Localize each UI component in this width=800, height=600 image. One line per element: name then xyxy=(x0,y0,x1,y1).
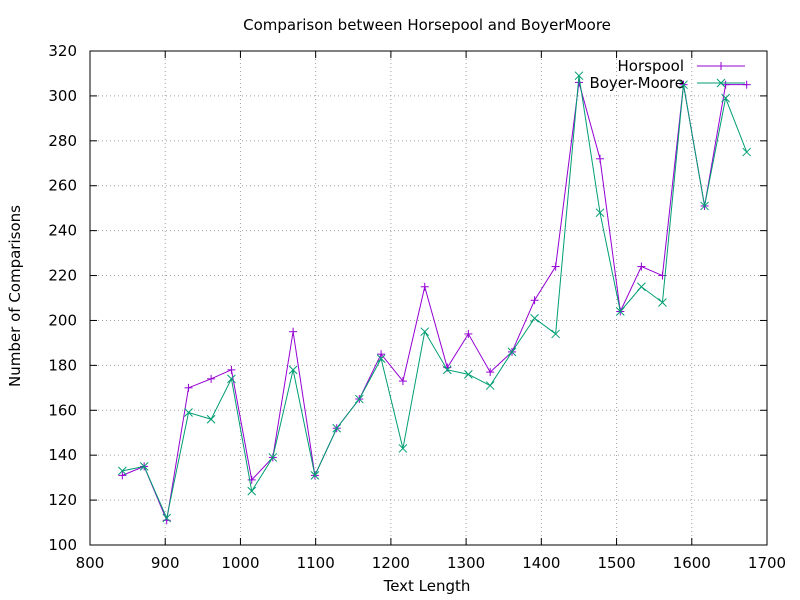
x-tick-label: 1300 xyxy=(447,554,485,572)
y-tick-label: 300 xyxy=(48,87,77,105)
data-point xyxy=(679,80,688,90)
x-tick-label: 1200 xyxy=(372,554,410,572)
y-tick-label: 200 xyxy=(48,311,77,329)
y-tick-label: 320 xyxy=(48,42,77,60)
y-tick-label: 100 xyxy=(48,536,77,554)
data-point xyxy=(615,307,625,316)
y-tick-label: 140 xyxy=(48,446,77,464)
data-point xyxy=(637,282,646,292)
data-point xyxy=(184,408,193,417)
y-tick-label: 220 xyxy=(48,267,77,285)
data-point xyxy=(530,313,539,323)
data-point xyxy=(464,369,473,379)
data-point xyxy=(332,423,342,433)
series-horspool xyxy=(118,78,751,525)
data-point xyxy=(117,466,127,476)
data-point xyxy=(310,471,320,480)
data-point xyxy=(206,414,216,424)
data-point xyxy=(227,374,236,384)
series-group xyxy=(117,71,752,525)
data-point xyxy=(551,329,560,339)
data-point xyxy=(574,71,584,81)
x-tick-label: 800 xyxy=(76,554,105,572)
data-point xyxy=(658,298,667,307)
data-point xyxy=(139,462,149,471)
data-point xyxy=(442,365,452,375)
data-point xyxy=(376,354,386,363)
series-boyer-moore xyxy=(117,71,752,523)
data-point xyxy=(162,513,172,523)
data-point xyxy=(485,381,495,390)
y-tick-label: 280 xyxy=(48,132,77,150)
series-line xyxy=(122,75,748,520)
data-point xyxy=(742,147,752,157)
x-tick-label: 1000 xyxy=(221,554,259,572)
data-point xyxy=(420,327,430,337)
data-point xyxy=(398,444,408,453)
legend-marker xyxy=(716,78,726,88)
x-tick-label: 1500 xyxy=(597,554,635,572)
grid xyxy=(90,51,767,545)
y-tick-label: 260 xyxy=(48,177,77,195)
data-point xyxy=(595,208,605,218)
x-tick-label: 900 xyxy=(151,554,180,572)
y-tick-label: 120 xyxy=(48,491,77,509)
x-tick-label: 1700 xyxy=(748,554,786,572)
data-point xyxy=(354,394,364,404)
x-tick-label: 1600 xyxy=(673,554,711,572)
plot-area-border xyxy=(89,50,768,546)
x-tick-label: 1100 xyxy=(297,554,335,572)
x-tick-label: 1400 xyxy=(522,554,560,572)
data-point xyxy=(721,93,730,103)
axis-ticks: 800 900 1000 1100 1200 1300 1400 1500 1600 1700 10… xyxy=(48,42,786,572)
data-point xyxy=(700,201,709,211)
legend-label: Horspool xyxy=(618,57,684,75)
y-tick-label: 160 xyxy=(48,401,77,419)
y-axis-title: Number of Comparisons xyxy=(6,205,24,387)
data-point xyxy=(247,486,257,496)
y-tick-label: 240 xyxy=(48,222,77,240)
x-axis-title: Text Length xyxy=(383,577,471,595)
data-point xyxy=(268,453,278,462)
chart-title: Comparison between Horsepool and BoyerMo… xyxy=(243,16,611,34)
legend-label: Boyer-Moore xyxy=(589,74,684,92)
data-point xyxy=(288,365,298,375)
series-line xyxy=(122,82,747,523)
y-tick-label: 180 xyxy=(48,356,77,374)
data-point xyxy=(507,347,517,357)
